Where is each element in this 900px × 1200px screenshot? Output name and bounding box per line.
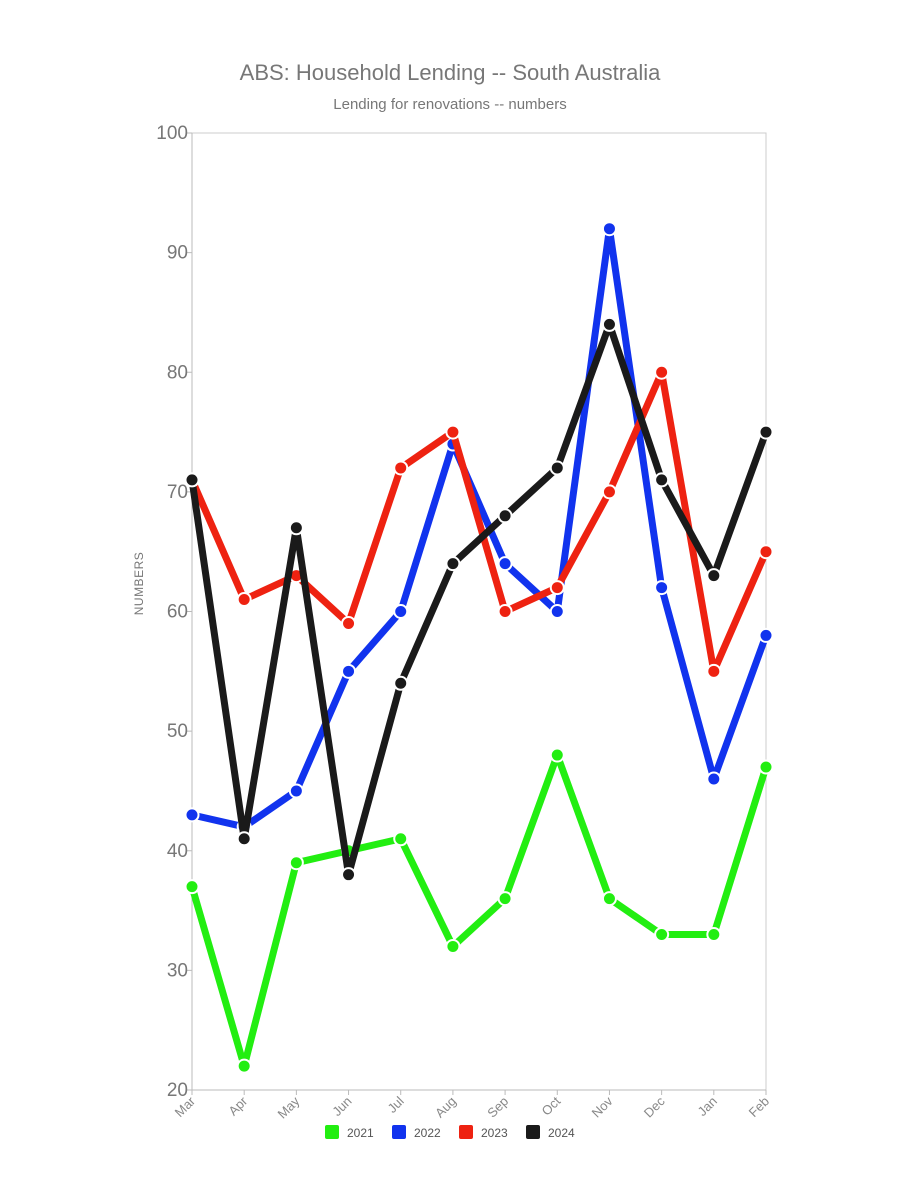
data-point-2021 (497, 891, 513, 907)
data-point-2022 (758, 627, 774, 643)
legend-swatch (459, 1125, 473, 1139)
data-point-2021 (393, 831, 409, 847)
legend: 2021 2022 2023 2024 (325, 1125, 575, 1140)
y-tick-label: 70 (167, 482, 188, 503)
legend-item-2024[interactable]: 2024 (526, 1125, 575, 1140)
y-tick-label: 30 (167, 960, 188, 981)
legend-label: 2022 (414, 1126, 441, 1140)
data-point-2024 (654, 472, 670, 488)
data-point-2024 (288, 520, 304, 536)
x-tick-label: Feb (746, 1094, 772, 1120)
data-point-2023 (445, 424, 461, 440)
data-point-2024 (706, 568, 722, 584)
data-point-2021 (706, 926, 722, 942)
data-point-2021 (288, 855, 304, 871)
x-tick-label: Jan (695, 1094, 720, 1119)
legend-item-2021[interactable]: 2021 (325, 1125, 374, 1140)
data-point-2022 (341, 663, 357, 679)
legend-swatch (526, 1125, 540, 1139)
x-tick-label: Nov (589, 1093, 616, 1120)
series-2021 (184, 747, 774, 1074)
x-tick-label: Oct (538, 1093, 563, 1118)
data-point-2023 (497, 604, 513, 619)
data-point-2023 (601, 484, 617, 500)
data-point-2022 (654, 580, 670, 596)
data-point-2023 (393, 460, 409, 476)
legend-item-2023[interactable]: 2023 (459, 1125, 508, 1140)
data-point-2021 (236, 1058, 252, 1074)
legend-item-2022[interactable]: 2022 (392, 1125, 441, 1140)
legend-swatch (392, 1125, 406, 1139)
data-point-2024 (341, 867, 357, 883)
y-tick-label: 40 (167, 841, 188, 862)
data-point-2022 (288, 783, 304, 799)
data-point-2021 (601, 891, 617, 907)
series-line-2022 (188, 225, 770, 831)
x-tick-label: Jul (384, 1093, 406, 1115)
x-tick-label: Aug (432, 1094, 459, 1121)
legend-label: 2024 (548, 1126, 575, 1140)
data-point-2024 (184, 472, 200, 488)
y-tick-label: 80 (167, 362, 188, 383)
x-tick-label: Sep (484, 1094, 511, 1121)
series-line-2021 (188, 751, 770, 1070)
y-tick-label: 50 (167, 721, 188, 742)
data-point-2021 (758, 759, 774, 775)
chart-title: ABS: Household Lending -- South Australi… (239, 60, 661, 85)
data-point-2022 (393, 604, 409, 619)
series-line-2024 (188, 320, 770, 879)
x-tick-label: Jun (329, 1094, 354, 1119)
legend-swatch (325, 1125, 339, 1139)
series-2022 (184, 221, 774, 835)
series-2024 (184, 316, 774, 883)
data-point-2024 (758, 424, 774, 440)
data-point-2022 (601, 221, 617, 237)
data-point-2022 (706, 771, 722, 787)
data-point-2024 (601, 316, 617, 332)
data-point-2023 (758, 544, 774, 560)
data-point-2022 (184, 807, 200, 823)
series-layer (184, 221, 774, 1074)
x-tick-label: May (275, 1093, 303, 1121)
y-tick-label: 20 (167, 1080, 188, 1101)
data-point-2022 (549, 604, 565, 619)
x-tick-label: Apr (225, 1093, 250, 1118)
y-tick-label: 90 (167, 243, 188, 264)
data-point-2023 (549, 580, 565, 596)
y-axis-title: NUMBERS (132, 552, 146, 616)
data-point-2022 (497, 556, 513, 572)
data-point-2023 (236, 592, 252, 608)
y-tick-label: 60 (167, 602, 188, 623)
data-point-2021 (549, 747, 565, 763)
data-point-2024 (497, 508, 513, 524)
chart-subtitle: Lending for renovations -- numbers (333, 96, 567, 113)
data-point-2024 (549, 460, 565, 476)
data-point-2021 (445, 938, 461, 954)
y-tick-label: 100 (156, 123, 188, 144)
data-point-2023 (654, 364, 670, 380)
data-point-2023 (706, 663, 722, 679)
legend-label: 2021 (347, 1126, 374, 1140)
x-tick-label: Dec (641, 1093, 668, 1120)
data-point-2023 (341, 615, 357, 631)
data-point-2024 (236, 831, 252, 847)
data-point-2024 (445, 556, 461, 572)
legend-label: 2023 (481, 1126, 508, 1140)
data-point-2024 (393, 675, 409, 691)
data-point-2021 (654, 926, 670, 942)
data-point-2021 (184, 879, 200, 895)
